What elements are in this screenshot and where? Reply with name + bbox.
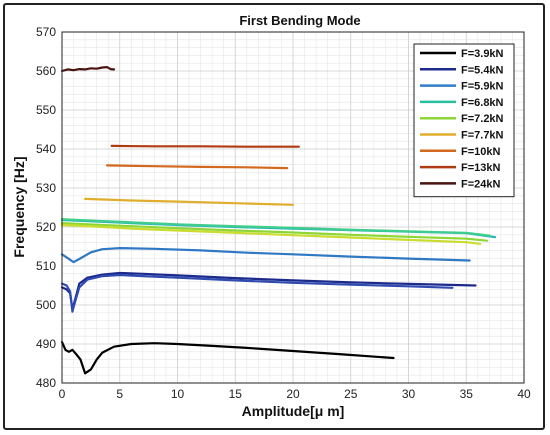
legend-label: F=7.2kN xyxy=(461,113,504,125)
y-tick-label: 510 xyxy=(36,259,56,273)
y-tick-label: 560 xyxy=(36,64,56,78)
y-tick-label: 540 xyxy=(36,142,56,156)
x-tick-label: 30 xyxy=(402,387,416,401)
legend-label: F=5.4kN xyxy=(461,64,504,76)
x-tick-label: 25 xyxy=(344,387,358,401)
legend-label: F=10kN xyxy=(461,146,500,158)
series-line xyxy=(60,218,491,237)
y-tick-label: 480 xyxy=(36,376,56,390)
x-tick-label: 20 xyxy=(286,387,300,401)
y-tick-label: 520 xyxy=(36,220,56,234)
x-tick-label: 40 xyxy=(517,387,531,401)
x-tick-label: 0 xyxy=(59,387,66,401)
series-layer xyxy=(60,66,497,375)
series-line xyxy=(84,197,295,206)
chart-title: First Bending Mode xyxy=(239,13,360,28)
series-line xyxy=(110,144,300,148)
x-tick-label: 35 xyxy=(460,387,474,401)
x-axis-label: Amplitude[μ m] xyxy=(242,403,345,419)
legend-label: F=7.7kN xyxy=(461,130,504,142)
legend-label: F=3.9kN xyxy=(461,48,504,60)
legend-label: F=6.8kN xyxy=(461,97,504,109)
y-tick-label: 550 xyxy=(36,103,56,117)
plot-area-border xyxy=(61,31,525,384)
legend: F=3.9kN F=5.4kN F=5.9kN F=6.8kN F=7.2kN F=7.7… xyxy=(413,43,515,198)
series-line xyxy=(105,164,289,170)
x-tick-label: 5 xyxy=(116,387,123,401)
y-tick-label: 500 xyxy=(36,298,56,312)
series-line xyxy=(60,341,395,375)
series-line xyxy=(60,66,116,73)
x-tick-label: 15 xyxy=(229,387,243,401)
series-line xyxy=(60,222,489,242)
series-line xyxy=(60,271,477,310)
x-tick-labels: 0 5 10 15 20 25 30 35 40 xyxy=(59,387,531,401)
legend-label: F=5.9kN xyxy=(461,81,504,93)
y-axis-label: Frequency [Hz] xyxy=(11,156,27,257)
series-line xyxy=(60,223,482,245)
legend-label: F=24kN xyxy=(461,178,500,190)
series-line xyxy=(60,247,471,264)
series-line xyxy=(60,273,454,313)
y-tick-labels: 480 490 500 510 520 530 540 550 560 570 xyxy=(36,25,56,390)
y-tick-label: 570 xyxy=(36,25,56,39)
y-tick-label: 530 xyxy=(36,181,56,195)
legend-label: F=13kN xyxy=(461,162,500,174)
y-tick-label: 490 xyxy=(36,337,56,351)
x-tick-label: 10 xyxy=(171,387,185,401)
